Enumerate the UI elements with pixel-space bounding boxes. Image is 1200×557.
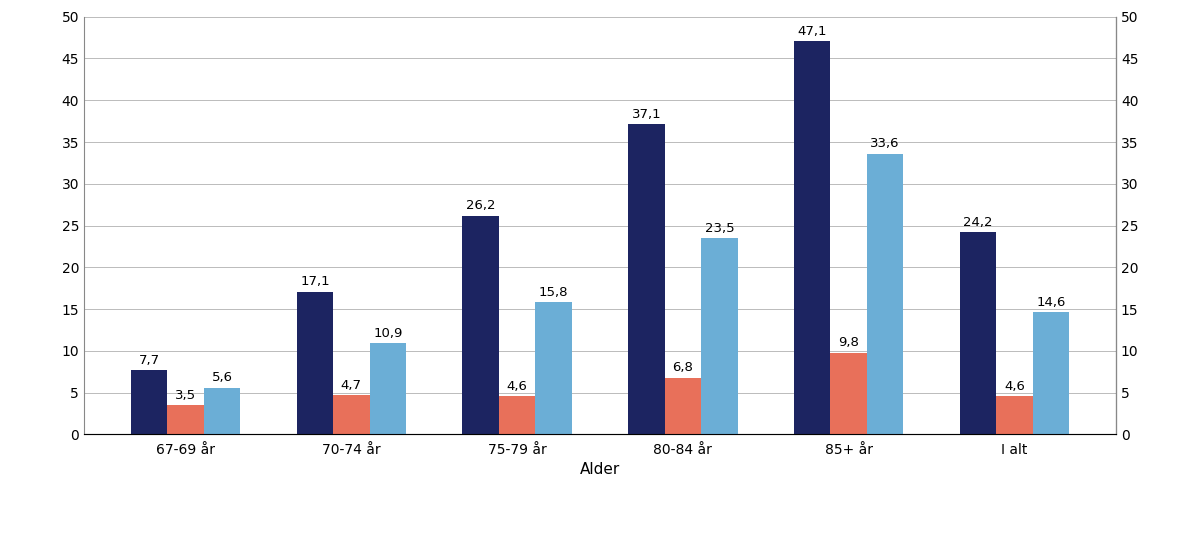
Text: 4,6: 4,6 [1004,380,1025,393]
Bar [296,292,334,434]
Bar [535,302,572,434]
Text: 3,5: 3,5 [175,389,196,402]
Text: 4,7: 4,7 [341,379,362,392]
Bar [370,343,406,434]
Text: 23,5: 23,5 [704,222,734,235]
Bar [462,216,499,434]
Bar [628,125,665,434]
Bar [960,232,996,434]
Bar [499,396,535,434]
Bar [204,388,240,434]
Bar [794,41,830,434]
Text: 26,2: 26,2 [466,199,496,212]
Text: 37,1: 37,1 [631,108,661,121]
Bar [701,238,738,434]
Text: 9,8: 9,8 [838,336,859,349]
Text: 15,8: 15,8 [539,286,569,299]
Text: 17,1: 17,1 [300,275,330,289]
Text: 5,6: 5,6 [211,372,233,384]
Text: 10,9: 10,9 [373,327,402,340]
Text: 7,7: 7,7 [138,354,160,367]
Text: 47,1: 47,1 [798,25,827,37]
Text: 4,6: 4,6 [506,380,528,393]
Bar [334,395,370,434]
Bar [830,353,866,434]
Bar [167,405,204,434]
Bar [1033,312,1069,434]
X-axis label: Alder: Alder [580,462,620,477]
Bar [131,370,167,434]
Text: 14,6: 14,6 [1036,296,1066,309]
Text: 24,2: 24,2 [964,216,992,229]
Bar [665,378,701,434]
Text: 6,8: 6,8 [672,361,694,374]
Bar [996,396,1033,434]
Bar [866,154,904,434]
Text: 33,6: 33,6 [870,138,900,150]
